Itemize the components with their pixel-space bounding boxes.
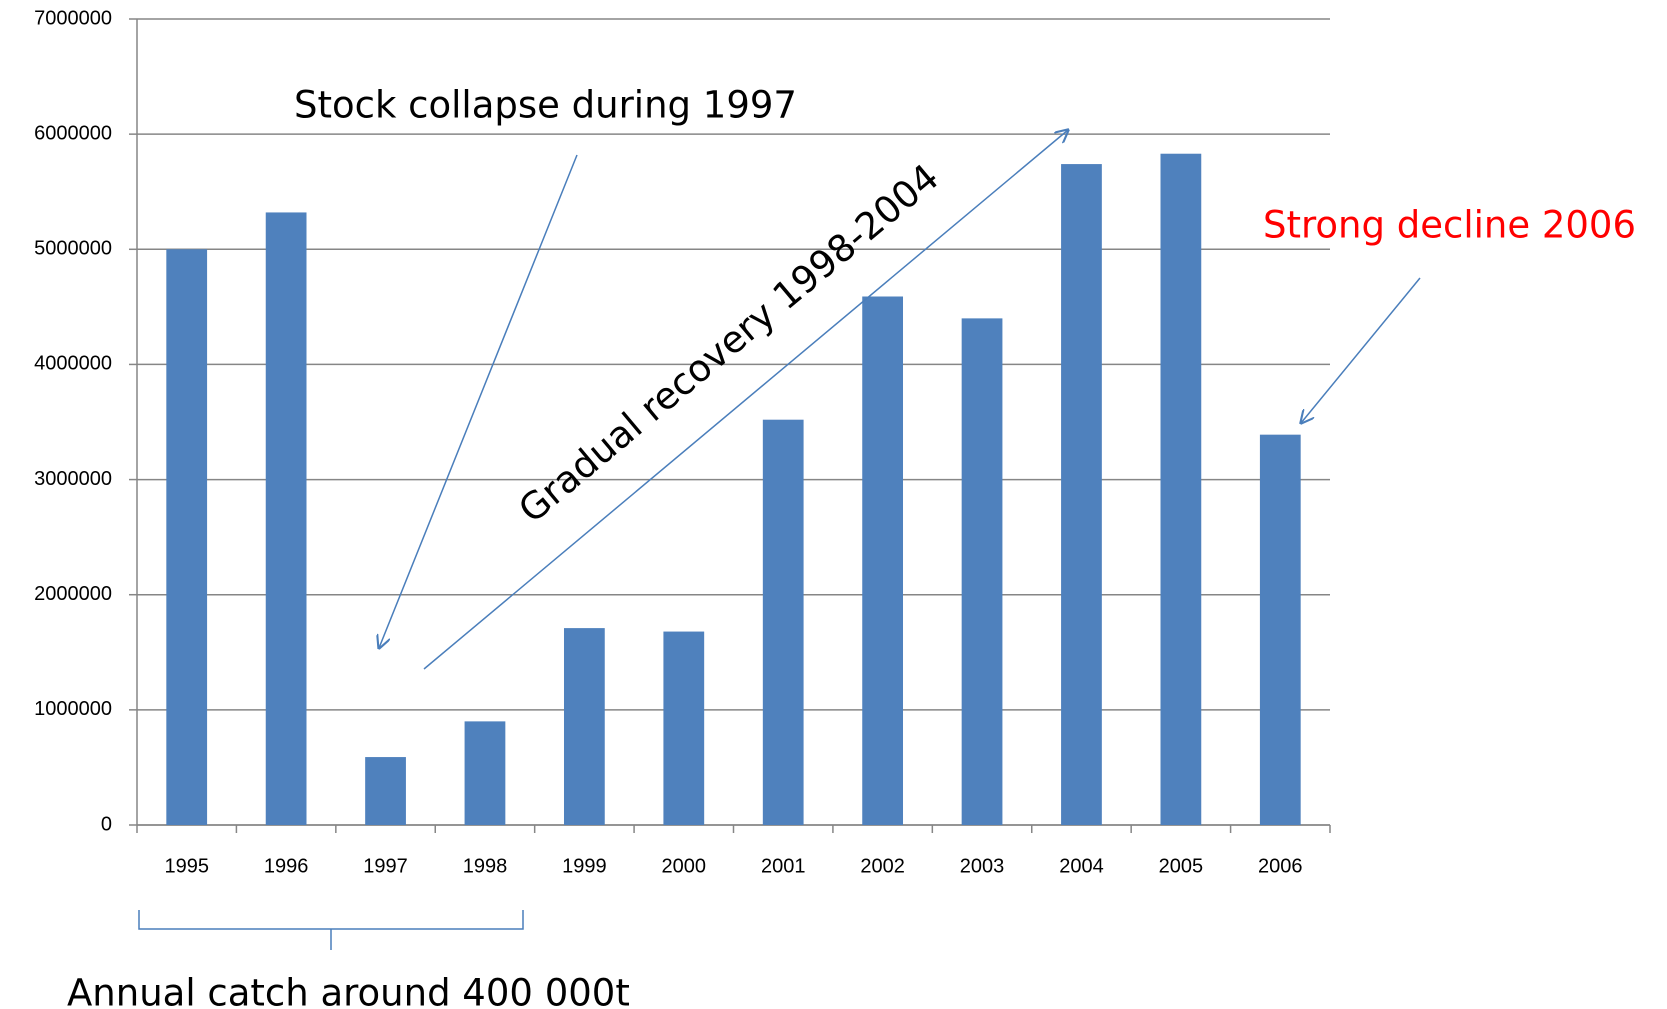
plot: 0 1000000 2000000 3000000 4000000 5000000 6000… [34, 7, 1331, 877]
x-tick-label: 2005 [1159, 855, 1204, 877]
bar [1061, 164, 1102, 825]
bar [166, 249, 208, 826]
y-tick-label: 6000000 [34, 122, 112, 144]
x-tick-label: 1999 [562, 855, 607, 877]
x-tick-label: 2006 [1258, 855, 1303, 877]
arrow [1301, 277, 1421, 423]
y-tick-label: 0 [101, 813, 112, 835]
x-tick-label: 2003 [960, 855, 1005, 877]
x-tick-label: 1998 [463, 855, 508, 877]
y-tick-label: 7000000 [34, 7, 112, 29]
bar [961, 318, 1003, 825]
x-tick-label: 2000 [662, 855, 707, 877]
x-tick-label: 2004 [1059, 855, 1104, 877]
annotation: Annual catch around 400 000t [67, 972, 630, 1009]
bar [663, 631, 705, 825]
bar [862, 296, 904, 826]
annotation: Strong decline 2006 [1263, 204, 1636, 247]
y-tick-label: 4000000 [34, 353, 112, 375]
x-tick-label: 1996 [264, 855, 309, 877]
y-tick-label: 2000000 [34, 583, 112, 605]
bar [563, 628, 605, 825]
arrow [423, 130, 1068, 670]
brace [138, 910, 524, 950]
bar [1160, 153, 1202, 825]
y-tick-label: 5000000 [34, 238, 112, 260]
arrow [379, 154, 578, 648]
bar [1259, 434, 1301, 825]
x-tick-label: 2002 [860, 855, 905, 877]
annotation: Stock collapse during 1997 [294, 84, 797, 127]
bar [464, 721, 506, 825]
x-tick-label: 2001 [761, 855, 806, 877]
y-tick-label: 1000000 [34, 698, 112, 720]
x-tick-label: 1997 [363, 855, 408, 877]
bar [265, 212, 307, 825]
x-tick-label: 1995 [164, 855, 209, 877]
bar [762, 419, 804, 825]
bar [365, 757, 406, 825]
y-tick-label: 3000000 [34, 468, 112, 490]
